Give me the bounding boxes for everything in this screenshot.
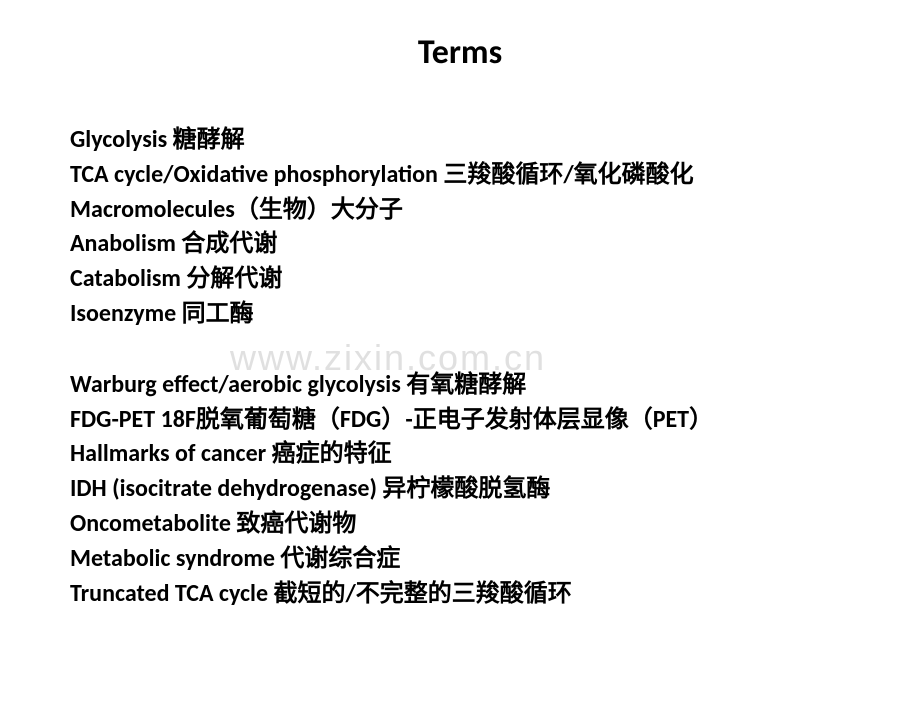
term-item: Truncated TCA cycle 截短的/不完整的三羧酸循环: [70, 577, 880, 612]
term-item: Glycolysis 糖酵解: [70, 123, 880, 158]
term-item: TCA cycle/Oxidative phosphorylation 三羧酸循…: [70, 158, 880, 193]
term-item: Metabolic syndrome 代谢综合症: [70, 542, 880, 577]
term-item: Isoenzyme 同工酶: [70, 297, 880, 332]
slide-content: Terms Glycolysis 糖酵解 TCA cycle/Oxidative…: [0, 32, 920, 611]
section-divider: [70, 332, 880, 368]
term-item: Warburg effect/aerobic glycolysis 有氧糖酵解: [70, 368, 880, 403]
page-title: Terms: [0, 32, 920, 73]
term-item: IDH (isocitrate dehydrogenase) 异柠檬酸脱氢酶: [70, 472, 880, 507]
term-item: Hallmarks of cancer 癌症的特征: [70, 437, 880, 472]
term-item: Catabolism 分解代谢: [70, 262, 880, 297]
term-item: Anabolism 合成代谢: [70, 227, 880, 262]
terms-list: Glycolysis 糖酵解 TCA cycle/Oxidative phosp…: [0, 123, 920, 611]
term-item: FDG-PET 18F脱氧葡萄糖（FDG）-正电子发射体层显像（PET）: [70, 403, 880, 438]
term-item: Macromolecules（生物）大分子: [70, 193, 880, 228]
term-item: Oncometabolite 致癌代谢物: [70, 507, 880, 542]
